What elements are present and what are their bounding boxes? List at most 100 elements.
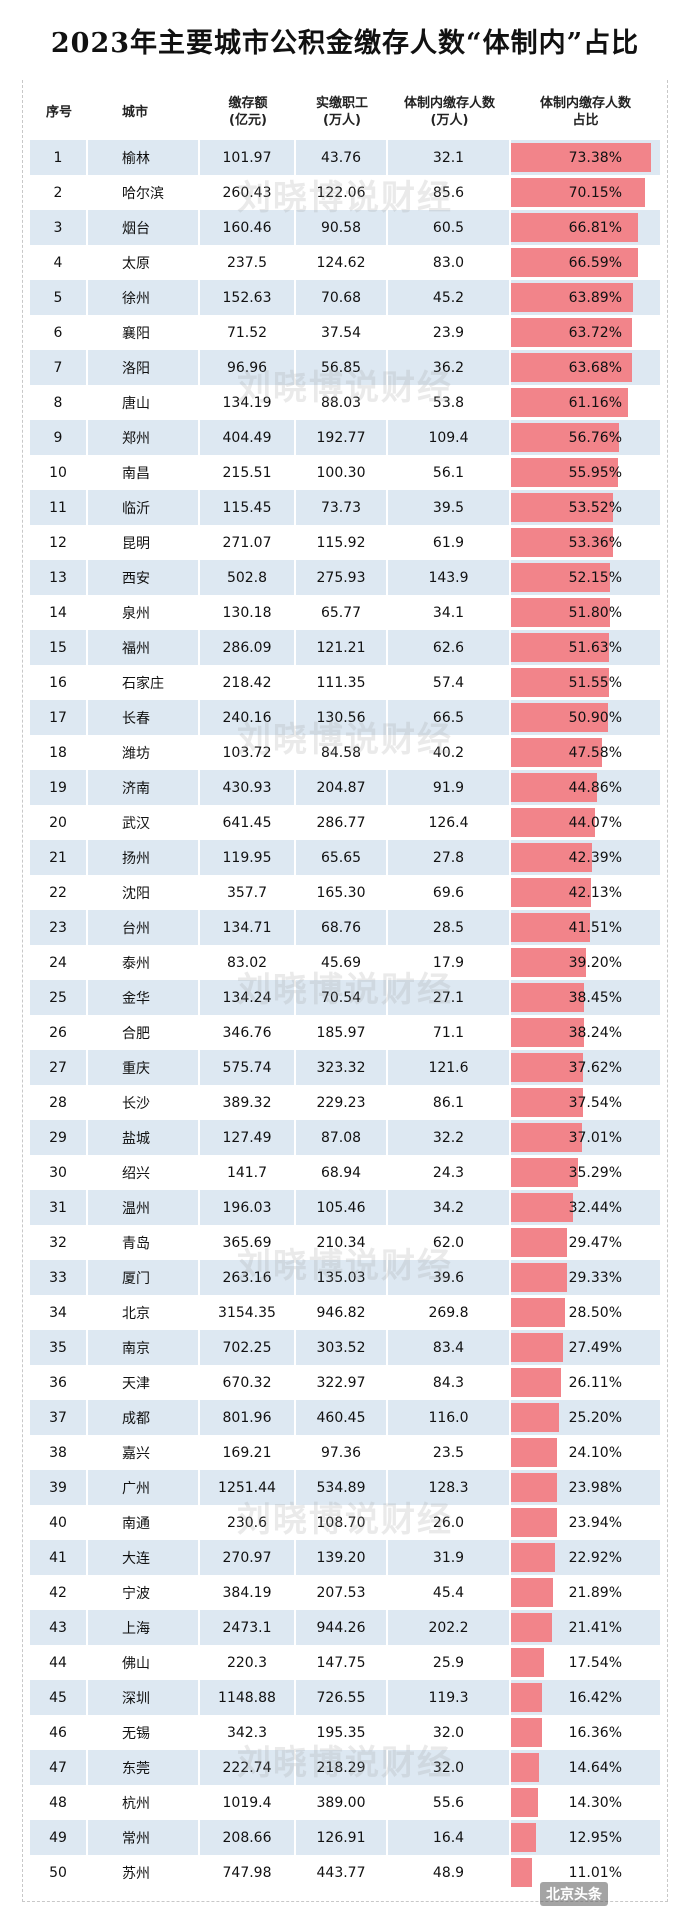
ratio-label: 63.89% — [568, 289, 622, 306]
cell-ratio: 17.54% — [511, 1645, 660, 1680]
cell-city: 天津 — [88, 1365, 200, 1400]
cell-workers: 389.00 — [296, 1785, 388, 1820]
cell-city: 广州 — [88, 1470, 200, 1505]
cell-system: 26.0 — [388, 1505, 511, 1540]
cell-workers: 322.97 — [296, 1365, 388, 1400]
header-system: 体制内缴存人数 (万人) — [388, 84, 511, 140]
ratio-bar — [511, 1578, 553, 1607]
cell-workers: 37.54 — [296, 315, 388, 350]
header-system-line1: 体制内缴存人数 — [403, 96, 495, 111]
ratio-label: 11.01% — [568, 1864, 622, 1881]
cell-index: 5 — [30, 280, 88, 315]
table-row: 26 合肥 346.76 185.97 71.1 38.24% — [30, 1015, 660, 1050]
cell-system: 32.1 — [388, 140, 511, 175]
cell-workers: 70.68 — [296, 280, 388, 315]
cell-workers: 534.89 — [296, 1470, 388, 1505]
cell-amount: 346.76 — [200, 1015, 296, 1050]
ratio-label: 37.54% — [568, 1094, 622, 1111]
cell-city: 徐州 — [88, 280, 200, 315]
cell-workers: 65.65 — [296, 840, 388, 875]
cell-system: 62.0 — [388, 1225, 511, 1260]
cell-amount: 1148.88 — [200, 1680, 296, 1715]
cell-workers: 944.26 — [296, 1610, 388, 1645]
cell-workers: 111.35 — [296, 665, 388, 700]
cell-amount: 575.74 — [200, 1050, 296, 1085]
table-row: 18 潍坊 103.72 84.58 40.2 47.58% — [30, 735, 660, 770]
cell-city: 洛阳 — [88, 350, 200, 385]
ratio-bar — [511, 1123, 582, 1152]
cell-ratio: 70.15% — [511, 175, 660, 210]
cell-ratio: 53.52% — [511, 490, 660, 525]
cell-ratio: 25.20% — [511, 1400, 660, 1435]
ratio-bar — [511, 283, 633, 312]
cell-amount: 134.71 — [200, 910, 296, 945]
table-row: 27 重庆 575.74 323.32 121.6 37.62% — [30, 1050, 660, 1085]
cell-city: 合肥 — [88, 1015, 200, 1050]
cell-ratio: 16.42% — [511, 1680, 660, 1715]
cell-system: 23.5 — [388, 1435, 511, 1470]
cell-amount: 152.63 — [200, 280, 296, 315]
ratio-bar — [511, 1263, 567, 1292]
ratio-bar — [511, 248, 638, 277]
header-amount: 缴存额 (亿元) — [200, 84, 296, 140]
cell-amount: 115.45 — [200, 490, 296, 525]
ratio-bar — [511, 808, 595, 837]
table-body: 1 榆林 101.97 43.76 32.1 73.38% 2 哈尔滨 260.43 122.06… — [30, 140, 660, 1890]
cell-ratio: 14.30% — [511, 1785, 660, 1820]
cell-index: 2 — [30, 175, 88, 210]
cell-workers: 43.76 — [296, 140, 388, 175]
cell-index: 39 — [30, 1470, 88, 1505]
cell-amount: 1019.4 — [200, 1785, 296, 1820]
cell-index: 16 — [30, 665, 88, 700]
ratio-bar — [511, 423, 619, 452]
cell-ratio: 66.59% — [511, 245, 660, 280]
cell-index: 1 — [30, 140, 88, 175]
cell-city: 东莞 — [88, 1750, 200, 1785]
table-row: 20 武汉 641.45 286.77 126.4 44.07% — [30, 805, 660, 840]
table-row: 6 襄阳 71.52 37.54 23.9 63.72% — [30, 315, 660, 350]
cell-ratio: 53.36% — [511, 525, 660, 560]
ratio-bar — [511, 1438, 557, 1467]
cell-index: 4 — [30, 245, 88, 280]
table-row: 43 上海 2473.1 944.26 202.2 21.41% — [30, 1610, 660, 1645]
cell-workers: 90.58 — [296, 210, 388, 245]
table-row: 9 郑州 404.49 192.77 109.4 56.76% — [30, 420, 660, 455]
ratio-label: 28.50% — [568, 1304, 622, 1321]
ratio-label: 25.20% — [568, 1409, 622, 1426]
cell-workers: 65.77 — [296, 595, 388, 630]
cell-amount: 130.18 — [200, 595, 296, 630]
cell-amount: 404.49 — [200, 420, 296, 455]
table-row: 23 台州 134.71 68.76 28.5 41.51% — [30, 910, 660, 945]
cell-city: 济南 — [88, 770, 200, 805]
cell-system: 28.5 — [388, 910, 511, 945]
cell-index: 23 — [30, 910, 88, 945]
cell-system: 45.2 — [388, 280, 511, 315]
cell-workers: 165.30 — [296, 875, 388, 910]
cell-index: 7 — [30, 350, 88, 385]
cell-index: 46 — [30, 1715, 88, 1750]
header-index: 序号 — [30, 84, 88, 140]
cell-system: 40.2 — [388, 735, 511, 770]
cell-index: 27 — [30, 1050, 88, 1085]
header-amount-line2: (亿元) — [229, 113, 267, 128]
table-row: 29 盐城 127.49 87.08 32.2 37.01% — [30, 1120, 660, 1155]
cell-ratio: 44.86% — [511, 770, 660, 805]
table-row: 12 昆明 271.07 115.92 61.9 53.36% — [30, 525, 660, 560]
cell-ratio: 73.38% — [511, 140, 660, 175]
ratio-bar — [511, 1823, 536, 1852]
cell-amount: 83.02 — [200, 945, 296, 980]
table-row: 4 太原 237.5 124.62 83.0 66.59% — [30, 245, 660, 280]
cell-system: 126.4 — [388, 805, 511, 840]
cell-system: 39.5 — [388, 490, 511, 525]
cell-system: 202.2 — [388, 1610, 511, 1645]
cell-ratio: 44.07% — [511, 805, 660, 840]
ratio-bar — [511, 1788, 538, 1817]
header-workers: 实缴职工 (万人) — [296, 84, 388, 140]
cell-city: 大连 — [88, 1540, 200, 1575]
cell-index: 10 — [30, 455, 88, 490]
cell-system: 69.6 — [388, 875, 511, 910]
cell-city: 泉州 — [88, 595, 200, 630]
cell-workers: 303.52 — [296, 1330, 388, 1365]
cell-workers: 726.55 — [296, 1680, 388, 1715]
cell-ratio: 32.44% — [511, 1190, 660, 1225]
